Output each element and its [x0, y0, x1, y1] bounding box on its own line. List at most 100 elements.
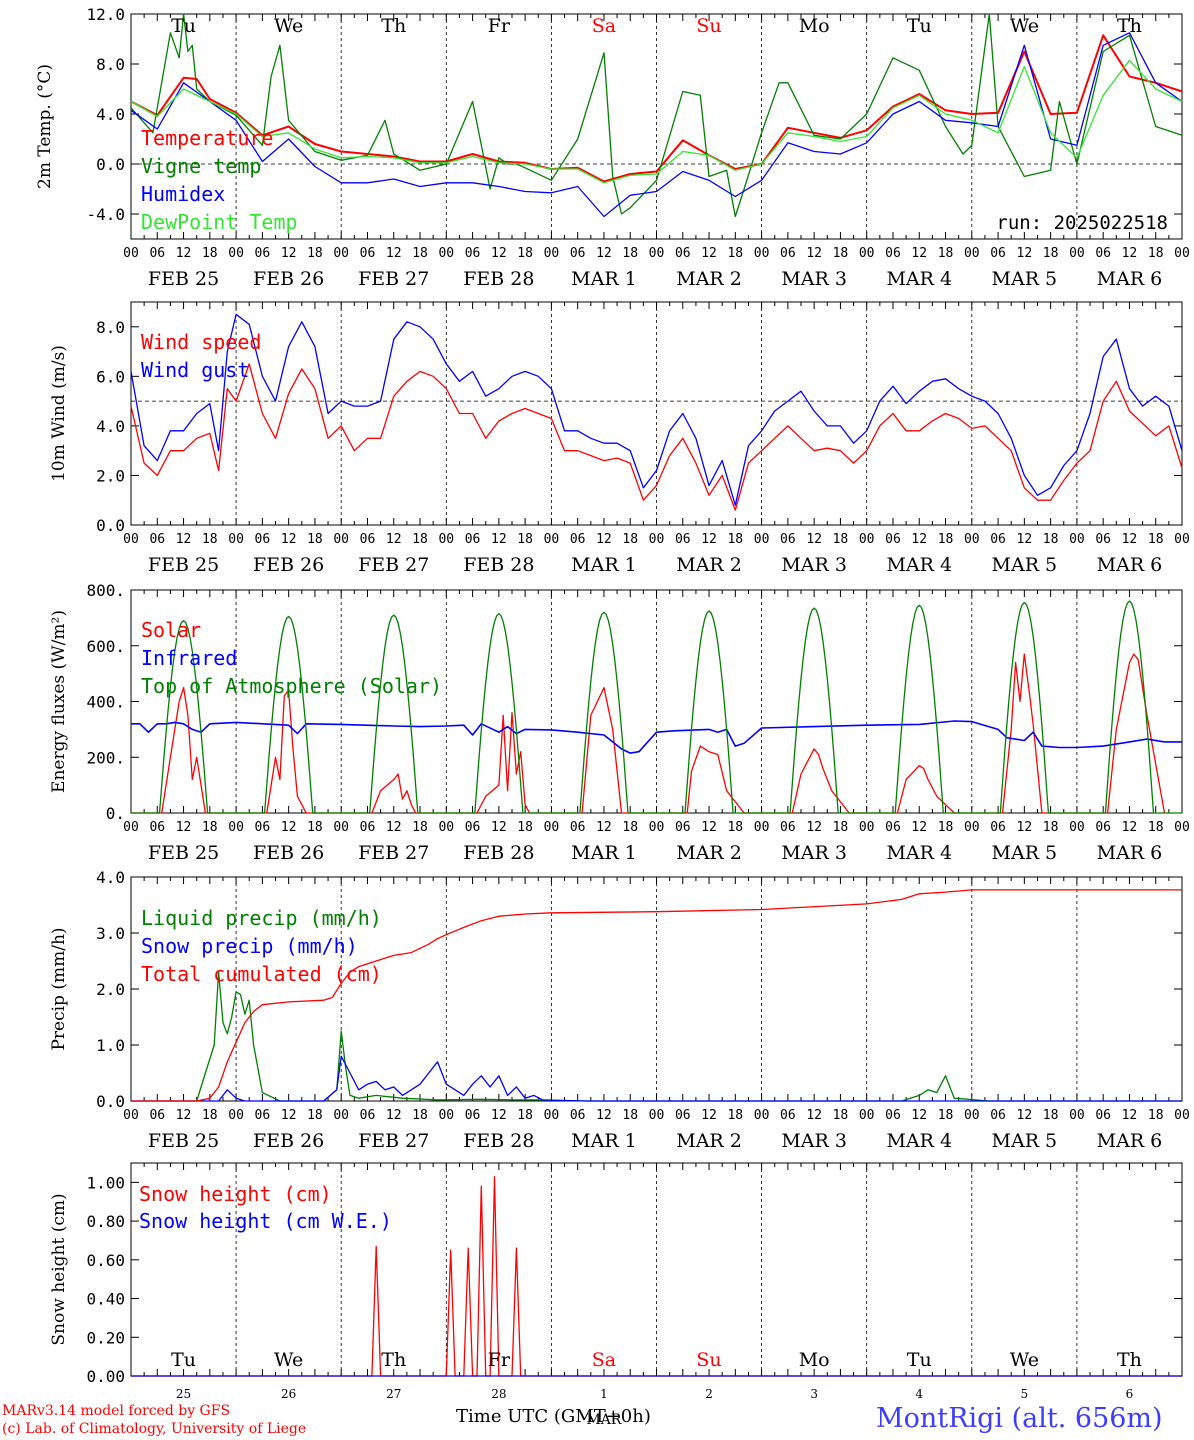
- hour-tick-label: 12: [1122, 1108, 1138, 1123]
- date-label: FEB 26: [253, 842, 324, 864]
- hour-tick-label: 12: [1017, 1108, 1033, 1123]
- y-tick-label: -4.0: [86, 205, 125, 224]
- hour-tick-label: 00: [438, 532, 454, 547]
- date-label: MAR 2: [676, 1130, 742, 1152]
- hour-tick-label: 18: [307, 1108, 323, 1123]
- y-tick-label: 4.0: [96, 417, 125, 436]
- hour-tick-label: 18: [727, 246, 743, 261]
- y-tick-label: 0.0: [96, 155, 125, 174]
- hour-tick-label: 18: [517, 532, 533, 547]
- weekday-label: Tu: [907, 1349, 932, 1371]
- series-line: [130, 34, 1183, 183]
- hour-tick-label: 06: [675, 532, 691, 547]
- date-label: FEB 27: [358, 842, 429, 864]
- series-line: [131, 720, 1182, 754]
- weekday-label: We: [1010, 1349, 1039, 1371]
- y-tick-label: 6.0: [96, 367, 125, 386]
- hour-tick-label: 12: [806, 532, 822, 547]
- day-number-label: 28: [491, 1387, 506, 1401]
- date-label: MAR 4: [886, 842, 952, 864]
- legend-entry: Liquid precip (mm/h): [141, 906, 382, 930]
- hour-tick-label: 06: [570, 1108, 586, 1123]
- hour-tick-label: 06: [990, 246, 1006, 261]
- date-label: FEB 26: [253, 554, 324, 576]
- hour-tick-label: 18: [622, 1108, 638, 1123]
- hour-tick-label: 12: [911, 820, 927, 835]
- hour-tick-label: 00: [649, 246, 665, 261]
- y-axis-label: 10m Wind (m/s): [49, 345, 69, 482]
- hour-tick-label: 12: [1017, 246, 1033, 261]
- hour-tick-label: 12: [596, 820, 612, 835]
- hour-tick-label: 00: [859, 1108, 875, 1123]
- weekday-label: We: [274, 1349, 303, 1371]
- legend-entry: Wind speed: [141, 330, 261, 354]
- series-line: [130, 32, 1183, 218]
- lab-note: (c) Lab. of Climatology, University of L…: [2, 1421, 307, 1437]
- series-line: [130, 13, 1183, 218]
- date-label: FEB 28: [463, 268, 534, 290]
- y-tick-label: 0.0: [96, 1092, 125, 1111]
- hour-tick-label: 06: [885, 246, 901, 261]
- hour-tick-label: 18: [412, 1108, 428, 1123]
- hour-tick-label: 00: [123, 532, 139, 547]
- hour-tick-label: 00: [1174, 532, 1190, 547]
- y-tick-label: 800.: [86, 581, 125, 600]
- hour-tick-label: 00: [649, 820, 665, 835]
- hour-tick-label: 12: [281, 820, 297, 835]
- hour-tick-label: 12: [281, 246, 297, 261]
- weekday-label: Sa: [592, 15, 616, 37]
- hour-tick-label: 12: [1122, 820, 1138, 835]
- hour-tick-label: 06: [885, 532, 901, 547]
- hour-tick-label: 06: [570, 820, 586, 835]
- hour-tick-label: 00: [1069, 820, 1085, 835]
- hour-tick-label: 06: [675, 246, 691, 261]
- legend-entry: Snow height (cm W.E.): [139, 1209, 392, 1233]
- hour-tick-label: 00: [649, 532, 665, 547]
- date-label: MAR 1: [571, 268, 637, 290]
- y-tick-label: 0.: [106, 804, 125, 823]
- hour-tick-label: 06: [675, 1108, 691, 1123]
- hour-tick-label: 06: [1095, 820, 1111, 835]
- weekday-label: Su: [696, 15, 721, 37]
- day-number-label: 1: [600, 1387, 608, 1401]
- hour-tick-label: 00: [1174, 1108, 1190, 1123]
- hour-tick-label: 12: [701, 1108, 717, 1123]
- hour-tick-label: 18: [727, 532, 743, 547]
- hour-tick-label: 12: [911, 532, 927, 547]
- weekday-label: Th: [1117, 15, 1142, 37]
- day-number-label: 2: [705, 1387, 713, 1401]
- date-label: FEB 28: [463, 554, 534, 576]
- hour-tick-label: 18: [202, 246, 218, 261]
- weekday-label: Fr: [488, 1349, 511, 1371]
- y-tick-label: 0.80: [86, 1212, 125, 1231]
- hour-tick-label: 06: [360, 1108, 376, 1123]
- hour-tick-label: 18: [727, 820, 743, 835]
- legend-entry: Top of Atmosphere (Solar): [141, 674, 442, 698]
- date-label: MAR 2: [676, 842, 742, 864]
- hour-tick-label: 12: [806, 246, 822, 261]
- date-label: MAR 1: [571, 842, 637, 864]
- y-tick-label: 0.40: [86, 1290, 125, 1309]
- hour-tick-label: 00: [228, 246, 244, 261]
- hour-tick-label: 06: [255, 1108, 271, 1123]
- hour-tick-label: 06: [990, 820, 1006, 835]
- date-label: MAR 6: [1097, 268, 1163, 290]
- y-tick-label: 0.00: [86, 1367, 125, 1386]
- legend-entry: Temperature: [141, 126, 273, 150]
- day-number-label: 3: [810, 1387, 818, 1401]
- day-number-label: 26: [281, 1387, 296, 1401]
- hour-tick-label: 18: [202, 1108, 218, 1123]
- hour-tick-label: 00: [123, 246, 139, 261]
- day-number-label: 4: [915, 1387, 923, 1401]
- date-label: MAR 3: [781, 842, 847, 864]
- hour-tick-label: 18: [1148, 246, 1164, 261]
- hour-tick-label: 00: [1069, 1108, 1085, 1123]
- hour-tick-label: 18: [833, 246, 849, 261]
- date-label: MAR 4: [886, 268, 952, 290]
- weekday-label: Mo: [799, 1349, 830, 1371]
- y-tick-label: 8.0: [96, 55, 125, 74]
- hour-tick-label: 00: [754, 246, 770, 261]
- hour-tick-label: 06: [149, 1108, 165, 1123]
- hour-tick-label: 12: [491, 246, 507, 261]
- hour-tick-label: 18: [833, 1108, 849, 1123]
